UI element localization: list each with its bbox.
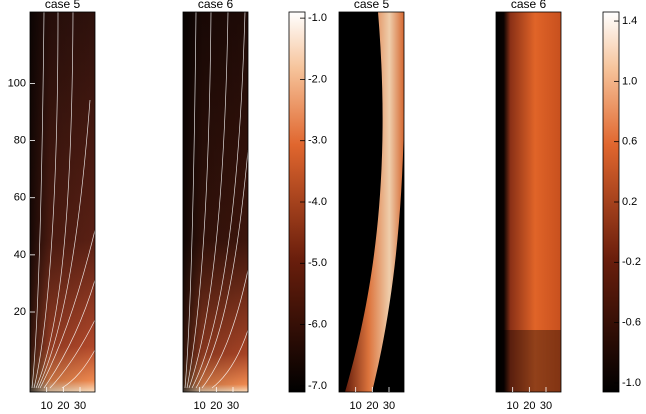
colorbar-tick-label: -0.2	[622, 256, 641, 268]
x-tick-label: 10	[41, 400, 53, 412]
heatmap-1	[30, 11, 96, 392]
panel-title: case 6	[511, 0, 547, 11]
x-tick-label: 30	[74, 400, 86, 412]
y-tick-label: 60	[14, 192, 26, 204]
x-tick-label: 10	[350, 400, 362, 412]
panel-title: case 6	[198, 0, 234, 11]
colorbar-tick-label: 1.0	[622, 75, 637, 87]
heatmap-2	[183, 11, 249, 392]
colorbar-tick-label: -0.6	[622, 317, 641, 329]
frames	[29, 11, 562, 393]
heatmap-4	[496, 12, 561, 392]
colorbar-tick-label: 0.6	[622, 136, 637, 148]
colorbar-tick-label: 0.2	[622, 196, 637, 208]
x-tick-label: 20	[210, 400, 222, 412]
colorbar-tick-label: -4.0	[308, 196, 327, 208]
x-tick-label: 20	[366, 400, 378, 412]
x-tick-label: 30	[227, 400, 239, 412]
x-tick-label: 30	[540, 400, 552, 412]
colorbar-tick-label: -1.0	[622, 377, 641, 389]
colorbar-tick-label: -3.0	[308, 135, 327, 147]
colorbar-tick-label: -5.0	[308, 257, 327, 269]
y-tick-label: 40	[14, 249, 26, 261]
x-tick-label: 20	[57, 400, 69, 412]
colorbar-tick-label: -6.0	[308, 318, 327, 330]
x-tick-label: 10	[507, 400, 519, 412]
heatmap-3	[339, 12, 405, 392]
y-tick-label: 100	[8, 77, 26, 89]
colorbar-tick-label: -2.0	[308, 73, 327, 85]
x-tick-label: 10	[194, 400, 206, 412]
panel-title: case 5	[354, 0, 390, 11]
x-tick-label: 30	[383, 400, 395, 412]
colorbar-tick-label: -7.0	[308, 380, 327, 392]
x-tick-label: 20	[523, 400, 535, 412]
colorbar-tick-label: 1.4	[622, 15, 637, 27]
y-tick-label: 20	[14, 306, 26, 318]
colorbar-tick-label: -1.0	[308, 12, 327, 24]
panel-title: case 5	[45, 0, 81, 11]
y-tick-label: 80	[14, 134, 26, 146]
